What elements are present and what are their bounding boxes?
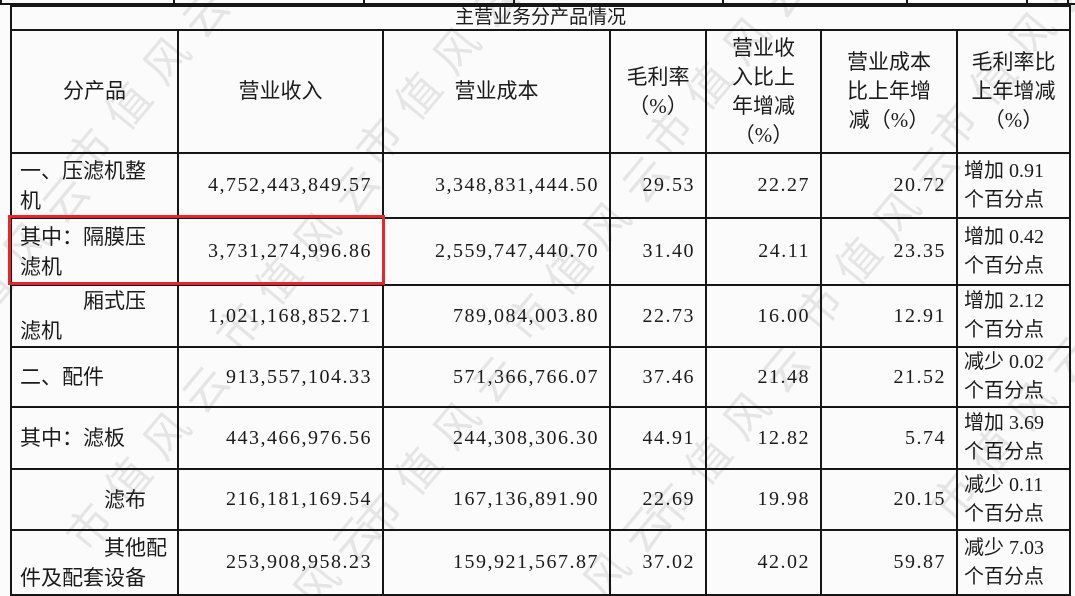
table-rule	[513, 0, 515, 5]
table-row: 厢式压 滤机 1,021,168,852.71 789,084,003.80 2…	[10, 284, 1072, 348]
product-cell: 其他配 件及配套设备	[10, 529, 179, 596]
revenue-cell: 3,731,274,996.86	[177, 217, 384, 286]
col-header-revenue-yoy: 营业收 入比上 年增减 （%）	[705, 29, 822, 154]
table-rule	[0, 0, 2, 5]
table-rule	[363, 0, 365, 5]
cost-yoy-cell: 20.72	[820, 152, 958, 219]
table-row-highlighted: 其中：隔膜压 滤机 3,731,274,996.86 2,559,747,440…	[10, 217, 1072, 286]
gross-margin-cell: 37.02	[609, 529, 707, 596]
gross-margin-cell: 37.46	[609, 346, 707, 408]
revenue-cell: 443,466,976.56	[177, 406, 384, 470]
table-row: 其他配 件及配套设备 253,908,958.23 159,921,567.87…	[10, 529, 1072, 596]
product-cell: 一、压滤机整 机	[10, 152, 179, 219]
cost-yoy-cell: 5.74	[820, 406, 958, 470]
cost-cell: 789,084,003.80	[382, 284, 611, 348]
product-cell: 其中：滤板	[10, 406, 179, 470]
revenue-yoy-cell: 42.02	[705, 529, 822, 596]
col-header-product: 分产品	[10, 29, 179, 154]
gross-margin-cell: 31.40	[609, 217, 707, 286]
col-header-revenue: 营业收入	[177, 29, 384, 154]
cost-cell: 2,559,747,440.70	[382, 217, 611, 286]
table-title-row: 主营业务分产品情况	[9, 5, 1072, 31]
product-cell: 厢式压 滤机	[10, 284, 179, 348]
revenue-cell: 1,021,168,852.71	[177, 284, 384, 348]
revenue-yoy-cell: 22.27	[705, 152, 822, 219]
cost-yoy-cell: 23.35	[820, 217, 958, 286]
table-row: 二、配件 913,557,104.33 571,366,766.07 37.46…	[10, 346, 1072, 408]
revenue-yoy-cell: 19.98	[705, 468, 822, 531]
col-header-cost: 营业成本	[382, 29, 611, 154]
gross-margin-cell: 29.53	[609, 152, 707, 219]
cost-cell: 3,348,831,444.50	[382, 152, 611, 219]
revenue-cell: 253,908,958.23	[177, 529, 384, 596]
revenue-yoy-cell: 12.82	[705, 406, 822, 470]
cost-yoy-cell: 21.52	[820, 346, 958, 408]
product-cell: 二、配件	[10, 346, 179, 408]
margin-yoy-cell: 增加 3.69 个百分点	[955, 406, 1072, 470]
product-cell: 滤布	[10, 468, 179, 531]
revenue-cell: 913,557,104.33	[177, 346, 384, 408]
table-row: 滤布 216,181,169.54 167,136,891.90 22.69 1…	[10, 468, 1072, 531]
cropped-row-fragment	[0, 0, 1075, 5]
table-row: 其中：滤板 443,466,976.56 244,308,306.30 44.9…	[10, 406, 1072, 470]
gross-margin-cell: 44.91	[609, 406, 707, 470]
margin-yoy-cell: 增加 0.42 个百分点	[955, 217, 1072, 286]
cost-cell: 159,921,567.87	[382, 529, 611, 596]
col-header-margin-yoy: 毛利率比 上年增减 （%）	[955, 29, 1072, 154]
table-title: 主营业务分产品情况	[9, 5, 1072, 31]
cost-yoy-cell: 20.15	[820, 468, 958, 531]
cost-cell: 571,366,766.07	[382, 346, 611, 408]
cost-cell: 244,308,306.30	[382, 406, 611, 470]
col-header-cost-yoy: 营业成本 比上年增 减（%）	[820, 29, 958, 154]
margin-yoy-cell: 增加 2.12 个百分点	[955, 284, 1072, 348]
col-header-gross-margin: 毛利率 （%）	[609, 29, 707, 154]
table-rule	[722, 0, 724, 5]
table-header-row: 分产品 营业收入 营业成本 毛利率 （%） 营业收 入比上 年增减 （%） 营业…	[10, 29, 1072, 154]
table-rule	[1067, 0, 1069, 5]
cost-cell: 167,136,891.90	[382, 468, 611, 531]
gross-margin-cell: 22.69	[609, 468, 707, 531]
cost-yoy-cell: 59.87	[820, 529, 958, 596]
margin-yoy-cell: 减少 0.11 个百分点	[955, 468, 1072, 531]
table-rule	[173, 0, 175, 5]
table-rule	[1026, 0, 1028, 5]
revenue-cell: 216,181,169.54	[177, 468, 384, 531]
product-breakdown-table: 主营业务分产品情况 分产品 营业收入 营业成本 毛利率 （%） 营业收 入比上 …	[9, 5, 1072, 596]
product-cell: 其中：隔膜压 滤机	[10, 217, 179, 286]
margin-yoy-cell: 减少 7.03 个百分点	[955, 529, 1072, 596]
revenue-cell: 4,752,443,849.57	[177, 152, 384, 219]
margin-yoy-cell: 增加 0.91 个百分点	[955, 152, 1072, 219]
table-rule	[906, 0, 908, 5]
revenue-yoy-cell: 16.00	[705, 284, 822, 348]
table-row: 一、压滤机整 机 4,752,443,849.57 3,348,831,444.…	[10, 152, 1072, 219]
gross-margin-cell: 22.73	[609, 284, 707, 348]
cost-yoy-cell: 12.91	[820, 284, 958, 348]
revenue-yoy-cell: 24.11	[705, 217, 822, 286]
revenue-yoy-cell: 21.48	[705, 346, 822, 408]
margin-yoy-cell: 减少 0.02 个百分点	[955, 346, 1072, 408]
